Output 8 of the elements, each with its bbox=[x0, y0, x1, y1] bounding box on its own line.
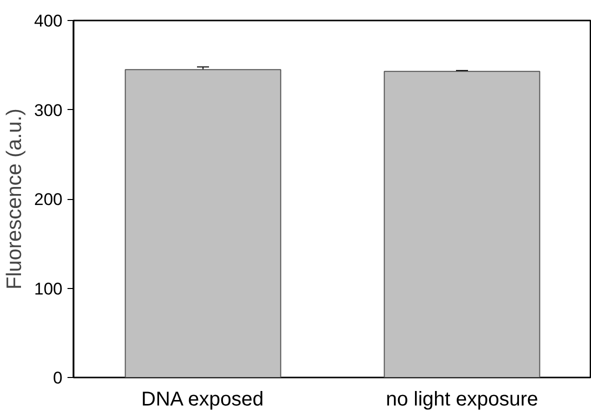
y-tick-label: 100 bbox=[34, 279, 63, 298]
y-tick-label: 0 bbox=[53, 368, 63, 388]
y-tick-label: 200 bbox=[34, 190, 63, 209]
x-tick-label: DNA exposed bbox=[141, 388, 264, 410]
y-tick-label: 300 bbox=[34, 100, 63, 120]
y-tick-label: 400 bbox=[34, 12, 63, 30]
x-tick-label: no light exposure bbox=[386, 388, 538, 410]
y-axis-title: Fluorescence (a.u.) bbox=[3, 108, 26, 290]
